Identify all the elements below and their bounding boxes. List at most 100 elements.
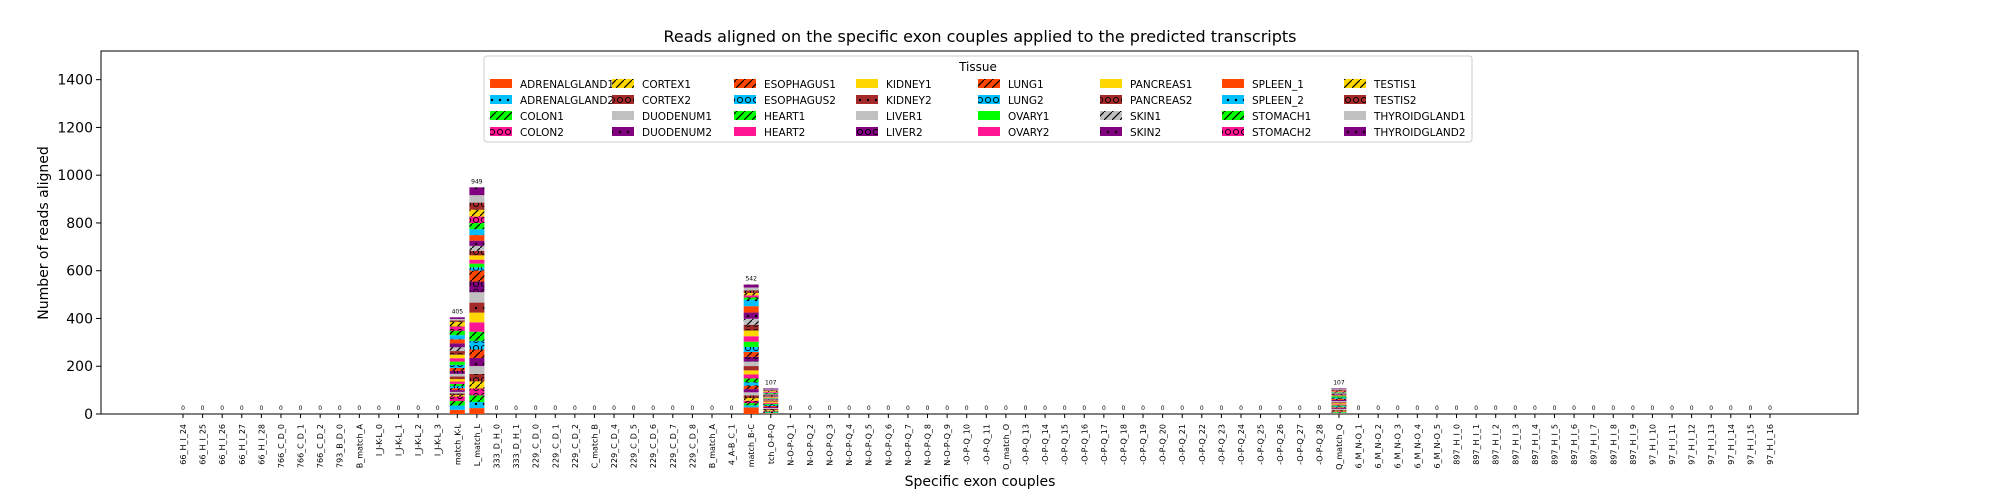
- bar-segment-stomach2: [449, 326, 465, 331]
- bar-stack: [469, 187, 485, 414]
- bar-segment-stomach2: [763, 392, 779, 393]
- x-tick-label: 6_M_N-O_2: [1374, 424, 1383, 468]
- bar-segment-stomach1: [469, 223, 485, 230]
- x-tick-label: 97_H_I_12: [1688, 424, 1697, 465]
- legend-swatch: [978, 127, 1000, 136]
- legend-label: ESOPHAGUS2: [764, 95, 836, 107]
- legend-swatch: [978, 79, 1000, 88]
- bar-segment-thyroidgland1: [743, 287, 759, 291]
- legend-label: SPLEEN_2: [1252, 95, 1304, 107]
- bar-value-label: 0: [416, 405, 420, 412]
- x-tick-label: 793_B_D_0: [336, 424, 345, 468]
- bar-value-label: 0: [886, 405, 890, 412]
- x-tick-label: -O-P-Q_11: [982, 424, 991, 465]
- legend-entry: ESOPHAGUS2: [734, 95, 836, 107]
- bar-segment-colon1: [449, 401, 465, 406]
- x-tick-label: N-O-P-Q_9: [943, 424, 952, 466]
- bar-segment-ovary2: [763, 397, 779, 399]
- x-tick-label: I_J-K-L_0: [375, 424, 384, 456]
- x-tick-label: 66_H_I_25: [199, 424, 208, 465]
- x-tick-label: B_match_A: [355, 423, 364, 468]
- bar-value-label: 0: [514, 405, 518, 412]
- bar-segment-pancreas1: [449, 354, 465, 359]
- bar-segment-testis2: [763, 390, 779, 392]
- bar-segment-heart2: [1331, 404, 1347, 406]
- legend-label: COLON1: [520, 111, 564, 123]
- bar-segment-testis2: [449, 320, 465, 322]
- bar-value-label: 0: [1729, 405, 1733, 412]
- legend-label: THYROIDGLAND2: [1373, 127, 1466, 139]
- legend-entry: STOMACH2: [1222, 127, 1311, 139]
- bar-segment-lung2: [449, 364, 465, 368]
- x-tick-label: -O-P-Q_21: [1178, 424, 1187, 465]
- bar-segment-adrenalgland2: [743, 405, 759, 408]
- bar-value-label: 0: [1631, 405, 1635, 412]
- bar-value-label: 0: [553, 405, 557, 412]
- x-tick-label: 766_C_D_1: [297, 424, 306, 468]
- legend-entry: SKIN2: [1100, 127, 1161, 139]
- legend-label: DUODENUM2: [642, 127, 712, 139]
- x-tick-label: -O-P-Q_23: [1217, 424, 1226, 465]
- x-tick-label: -O-P-Q_19: [1139, 424, 1148, 465]
- legend-entry: THYROIDGLAND2: [1344, 127, 1466, 139]
- bar-segment-kidney2: [449, 376, 465, 380]
- bar-segment-pancreas2: [763, 396, 779, 398]
- legend-swatch: [490, 95, 512, 104]
- bar-value-label: 0: [965, 405, 969, 412]
- bar-segment-testis2: [1331, 390, 1347, 391]
- bar-value-label: 0: [1670, 405, 1674, 412]
- bar-segment-duodenum1: [743, 392, 759, 396]
- bar-segment-pancreas1: [469, 255, 485, 260]
- legend-label: OVARY2: [1008, 127, 1050, 139]
- x-tick-label: 229_C_D_6: [649, 424, 658, 468]
- bar-segment-cortex1: [1331, 410, 1347, 412]
- bar-segment-heart2: [449, 381, 465, 384]
- bar-value-label: 0: [1533, 405, 1537, 412]
- bar-value-label: 0: [926, 405, 930, 412]
- bar-segment-cortex1: [763, 409, 779, 411]
- bar-segment-spleen_2: [763, 393, 779, 395]
- x-tick-label: -O-P-Q_18: [1119, 424, 1128, 465]
- bar-segment-liver2: [449, 370, 465, 374]
- bar-segment-testis2: [743, 290, 759, 293]
- bar-value-label: 0: [1690, 405, 1694, 412]
- bar-segment-stomach1: [743, 297, 759, 300]
- bar-value-label: 0: [1043, 405, 1047, 412]
- bar-segment-testis1: [469, 209, 485, 217]
- bar-segment-thyroidgland1: [763, 389, 779, 391]
- legend-entry: COLON2: [490, 127, 564, 139]
- legend-swatch: [490, 127, 512, 136]
- legend-entry: DUODENUM2: [612, 127, 712, 139]
- x-tick-label: 897_H_I_2: [1492, 424, 1501, 465]
- x-tick-label: 229_C_D_5: [630, 424, 639, 468]
- bar-segment-skin1: [449, 347, 465, 352]
- legend-label: HEART2: [764, 127, 805, 139]
- legend-swatch: [734, 111, 756, 120]
- bar-value-label: 0: [1180, 405, 1184, 412]
- legend-swatch: [734, 127, 756, 136]
- legend-swatch: [1100, 127, 1122, 136]
- bar-segment-spleen_1: [743, 306, 759, 313]
- x-tick-label: 897_H_I_7: [1590, 424, 1599, 465]
- bar-segment-liver1: [1331, 401, 1347, 403]
- x-tick-label: 229_C_D_2: [571, 424, 580, 468]
- bar-value-label: 107: [765, 379, 777, 386]
- x-tick-label: -O-P-Q_17: [1100, 424, 1109, 465]
- legend-entry: HEART2: [734, 127, 805, 139]
- bar-segment-colon1: [1331, 412, 1347, 413]
- bar-segment-spleen_1: [1331, 393, 1347, 394]
- legend-swatch: [1100, 95, 1122, 104]
- bar-segment-skin1: [743, 318, 759, 325]
- x-tick-label: I_J-K-L_2: [414, 424, 423, 456]
- bar-segment-ovary1: [1331, 396, 1347, 398]
- bar-segment-cortex1: [449, 395, 465, 397]
- bar-segment-kidney2: [743, 366, 759, 371]
- bar-segment-thyroidgland1: [469, 195, 485, 203]
- bar-segment-duodenum2: [763, 407, 779, 409]
- legend-entry: ADRENALGLAND1: [490, 79, 614, 91]
- legend-entry: DUODENUM1: [612, 111, 712, 123]
- bar-value-label: 0: [201, 405, 205, 412]
- legend-label: HEART1: [764, 111, 805, 123]
- bar-segment-kidney2: [763, 400, 779, 402]
- bar-segment-adrenalgland2: [449, 405, 465, 410]
